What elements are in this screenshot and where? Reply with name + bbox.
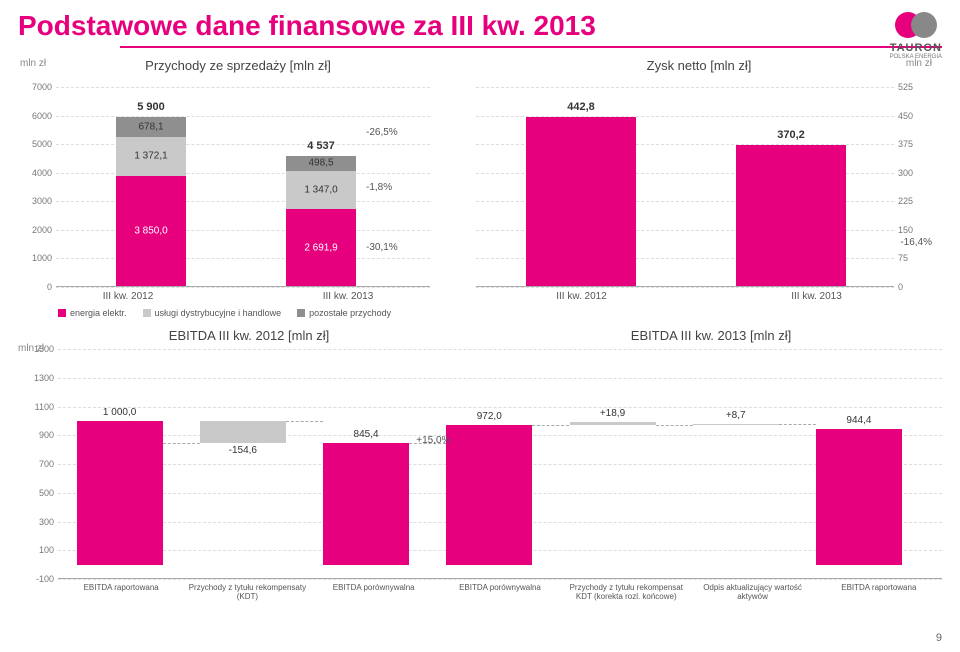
stacked-delta-label: -1,8% <box>366 182 392 193</box>
stacked-left-unit: mln zł <box>20 58 46 69</box>
zysk-delta-label: -16,4% <box>900 237 932 248</box>
stacked-bar: 498,51 347,02 691,94 537 <box>286 156 356 286</box>
segment-label: 678,1 <box>116 122 186 133</box>
segment-label: 1 372,1 <box>116 151 186 162</box>
wf-xcat: EBITDA porównywalna <box>437 583 563 601</box>
wf-ytick: -100 <box>20 574 54 584</box>
wf-connector <box>286 421 323 422</box>
waterfall-bar: 845,4 <box>323 443 409 565</box>
page-number: 9 <box>936 632 942 644</box>
zysk-title: Zysk netto [mln zł] <box>464 58 934 73</box>
wf-ytick: 1500 <box>20 344 54 354</box>
zysk-ytick: 450 <box>898 111 928 121</box>
zysk-ytick: 300 <box>898 168 928 178</box>
wf-xcat: EBITDA porównywalna <box>311 583 437 601</box>
title-rule <box>120 46 942 48</box>
wf-bar-label: 1 000,0 <box>77 407 163 418</box>
zysk-xcat: III kw. 2013 <box>699 291 934 302</box>
stacked-ytick: 5000 <box>22 139 52 149</box>
stacked-title: Przychody ze sprzedaży [mln zł] <box>18 58 458 73</box>
zysk-bar-label: 442,8 <box>526 101 636 113</box>
stacked-delta-label: -26,5% <box>366 127 398 138</box>
zysk-ytick: 375 <box>898 139 928 149</box>
wf-xcat: EBITDA raportowana <box>816 583 942 601</box>
stacked-ytick: 0 <box>22 282 52 292</box>
wf-xcat: Przychody z tytułu rekompensaty (KDT) <box>184 583 310 601</box>
legend-item: energia elektr. <box>58 308 127 318</box>
zysk-ytick: 225 <box>898 196 928 206</box>
legend-item: usługi dystrybucyjne i handlowe <box>143 308 282 318</box>
stacked-legend: energia elektr. usługi dystrybucyjne i ha… <box>18 302 458 318</box>
wf-connector <box>656 425 693 426</box>
waterfall-bar: -154,6 <box>200 421 286 443</box>
wf-bar-label: +18,9 <box>570 408 656 419</box>
wf-bar-label: +8,7 <box>693 410 779 421</box>
wf-connector <box>532 425 569 426</box>
bar-total-label: 4 537 <box>286 140 356 152</box>
stacked-ytick: 4000 <box>22 168 52 178</box>
stacked-xcat: III kw. 2013 <box>238 291 458 302</box>
segment-label: 3 850,0 <box>116 226 186 237</box>
ebitda-waterfall-chart: EBITDA III kw. 2012 [mln zł] EBITDA III … <box>0 318 960 601</box>
stacked-ytick: 3000 <box>22 196 52 206</box>
wf-ytick: 1300 <box>20 373 54 383</box>
segment-label: 1 347,0 <box>286 184 356 195</box>
logo-text: TAURON <box>890 42 942 54</box>
revenue-stacked-chart: Przychody ze sprzedaży [mln zł] mln zł 0… <box>18 58 458 318</box>
segment-label: 2 691,9 <box>286 242 356 253</box>
stacked-bar: 678,11 372,13 850,05 900 <box>116 117 186 286</box>
segment-label: 498,5 <box>286 158 356 169</box>
wf-ytick: 700 <box>20 459 54 469</box>
stacked-xcat: III kw. 2012 <box>18 291 238 302</box>
zysk-ytick: 75 <box>898 253 928 263</box>
zysk-ytick: 150 <box>898 225 928 235</box>
waterfall-bar: +18,9 <box>570 422 656 425</box>
wf-bar-label: 972,0 <box>446 411 532 422</box>
netincome-chart: Zysk netto [mln zł] mln zł 0 75 150 225 300 3… <box>464 58 934 318</box>
page-title: Podstawowe dane finansowe za III kw. 201… <box>0 0 960 46</box>
wf-xcat: EBITDA raportowana <box>58 583 184 601</box>
stacked-ytick: 7000 <box>22 82 52 92</box>
waterfall-bar: +8,7 <box>693 424 779 425</box>
stacked-delta-label: -30,1% <box>366 242 398 253</box>
wf-bar-label: 944,4 <box>816 415 902 426</box>
wf-right-title: EBITDA III kw. 2013 [mln zł] <box>480 328 942 343</box>
wf-connector <box>163 443 200 444</box>
legend-item: pozostałe przychody <box>297 308 391 318</box>
wf-xcat: Odpis aktualizujący wartość aktywów <box>689 583 815 601</box>
zysk-ytick: 525 <box>898 82 928 92</box>
wf-ytick: 1100 <box>20 402 54 412</box>
wf-ytick: 100 <box>20 545 54 555</box>
zysk-bar: 370,2 <box>736 145 846 286</box>
wf-ytick: 900 <box>20 430 54 440</box>
wf-connector <box>779 424 816 425</box>
zysk-bar-label: 370,2 <box>736 129 846 141</box>
wf-ytick: 500 <box>20 488 54 498</box>
wf-xcat: Przychody z tytułu rekompensat KDT (kore… <box>563 583 689 601</box>
stacked-ytick: 6000 <box>22 111 52 121</box>
zysk-ytick: 0 <box>898 282 928 292</box>
wf-mid-delta: +15,0% <box>416 435 450 446</box>
zysk-bar: 442,8 <box>526 117 636 286</box>
waterfall-bar: 972,0 <box>446 425 532 565</box>
wf-ytick: 300 <box>20 517 54 527</box>
waterfall-bar: 944,4 <box>816 429 902 565</box>
logo: TAURON POLSKA ENERGIA <box>890 10 942 60</box>
zysk-right-unit: mln zł <box>906 58 932 69</box>
bar-total-label: 5 900 <box>116 101 186 113</box>
zysk-xcat: III kw. 2012 <box>464 291 699 302</box>
stacked-ytick: 1000 <box>22 253 52 263</box>
wf-bar-label: 845,4 <box>323 429 409 440</box>
wf-bar-label: -154,6 <box>200 445 286 456</box>
waterfall-bar: 1 000,0 <box>77 421 163 565</box>
stacked-ytick: 2000 <box>22 225 52 235</box>
wf-left-title: EBITDA III kw. 2012 [mln zł] <box>18 328 480 343</box>
